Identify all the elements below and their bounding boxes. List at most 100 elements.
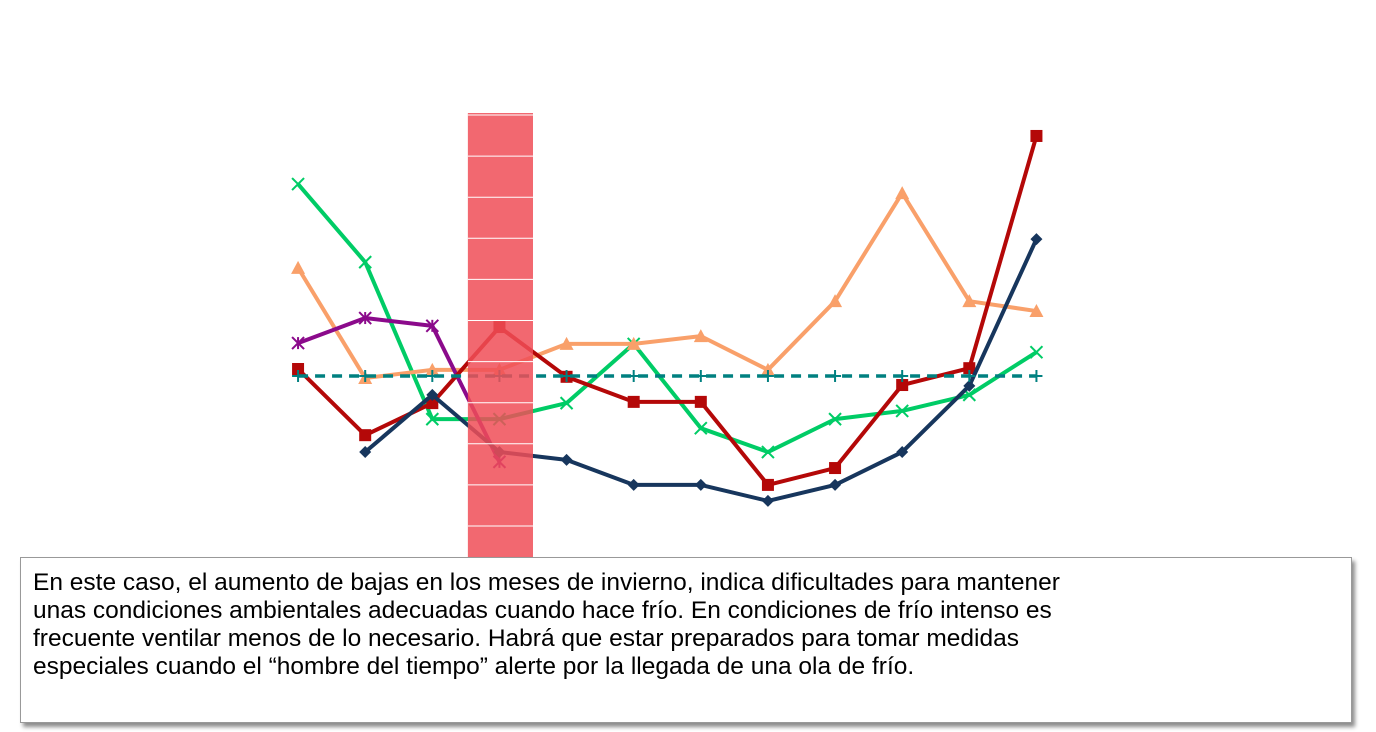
marker-shape (694, 478, 707, 491)
marker-shape (828, 412, 842, 426)
marker (425, 362, 440, 376)
marker (761, 369, 774, 382)
marker (896, 446, 909, 459)
marker-shape (896, 379, 909, 392)
series-line (296, 191, 1037, 381)
marker-shape (761, 478, 774, 491)
marker-shape (761, 494, 774, 507)
marker-shape (761, 445, 775, 459)
marker-shape (694, 421, 708, 435)
marker-shape (560, 453, 573, 466)
marker (760, 362, 775, 376)
marker (694, 478, 707, 491)
marker (291, 177, 305, 191)
marker (425, 412, 440, 426)
marker (694, 369, 707, 382)
marker-shape (359, 429, 372, 442)
marker-shape (760, 362, 775, 376)
marker (1030, 129, 1043, 142)
marker (962, 294, 977, 308)
marker-shape (829, 462, 842, 475)
marker-shape (358, 255, 372, 269)
marker-shape (559, 336, 574, 350)
marker (694, 421, 708, 435)
marker (627, 369, 640, 382)
note-box: En este caso, el aumento de bajas en los… (20, 557, 1352, 723)
note-line: especiales cuando el “hombre del tiempo”… (33, 653, 915, 680)
marker (358, 255, 372, 269)
series-line (297, 316, 502, 463)
marker-shape (626, 336, 641, 350)
marker-shape (963, 362, 976, 375)
marker (761, 445, 775, 459)
marker-shape (426, 397, 439, 410)
marker-shape (627, 478, 640, 491)
marker (627, 395, 640, 408)
note-line: En este caso, el aumento de bajas en los… (33, 569, 1060, 596)
marker (359, 369, 372, 382)
marker (425, 319, 440, 333)
marker-shape (627, 395, 640, 408)
marker (627, 478, 640, 491)
marker-shape (694, 395, 707, 408)
marker (1029, 345, 1044, 359)
marker (292, 362, 305, 375)
marker-shape (1030, 233, 1043, 246)
marker (895, 186, 910, 200)
marker-shape (292, 362, 305, 375)
marker (829, 369, 842, 382)
series-line (296, 182, 1038, 455)
marker-shape (1029, 304, 1044, 318)
marker-shape (1030, 129, 1043, 142)
marker (291, 336, 305, 350)
marker-shape (425, 362, 440, 376)
marker-shape (426, 388, 439, 401)
marker (426, 397, 439, 410)
marker (1030, 369, 1043, 382)
marker-shape (425, 412, 440, 426)
marker (291, 260, 306, 274)
marker (426, 388, 439, 401)
marker-shape (896, 446, 909, 459)
marker-shape (693, 329, 708, 343)
marker-shape (559, 396, 574, 410)
marker (829, 462, 842, 475)
marker-shape (963, 379, 976, 392)
marker (761, 494, 774, 507)
marker-shape (291, 177, 305, 191)
marker-shape (895, 186, 910, 200)
highlight-band (467, 113, 533, 558)
marker (896, 369, 909, 382)
marker (829, 478, 842, 491)
marker (694, 395, 707, 408)
marker (693, 329, 708, 343)
marker (359, 446, 372, 459)
marker (1030, 233, 1043, 246)
marker (426, 369, 439, 382)
marker (828, 412, 842, 426)
marker (963, 379, 976, 392)
marker-shape (962, 388, 977, 402)
marker-shape (895, 404, 909, 418)
marker (292, 369, 305, 382)
marker-shape (359, 446, 372, 459)
marker (359, 429, 372, 442)
note-line: unas condiciones ambientales adecuadas c… (33, 597, 1052, 624)
series-line (296, 135, 1039, 487)
marker-shape (828, 294, 843, 308)
marker (963, 369, 976, 382)
marker (828, 294, 843, 308)
marker (963, 362, 976, 375)
marker (559, 396, 574, 410)
marker-shape (1029, 345, 1044, 359)
marker (1029, 304, 1044, 318)
marker-shape (962, 294, 977, 308)
marker (358, 311, 372, 325)
marker (896, 379, 909, 392)
note-line: frecuente ventilar menos de lo necesario… (33, 625, 1019, 652)
marker (559, 336, 574, 350)
marker-shape (291, 260, 306, 274)
marker (895, 404, 909, 418)
